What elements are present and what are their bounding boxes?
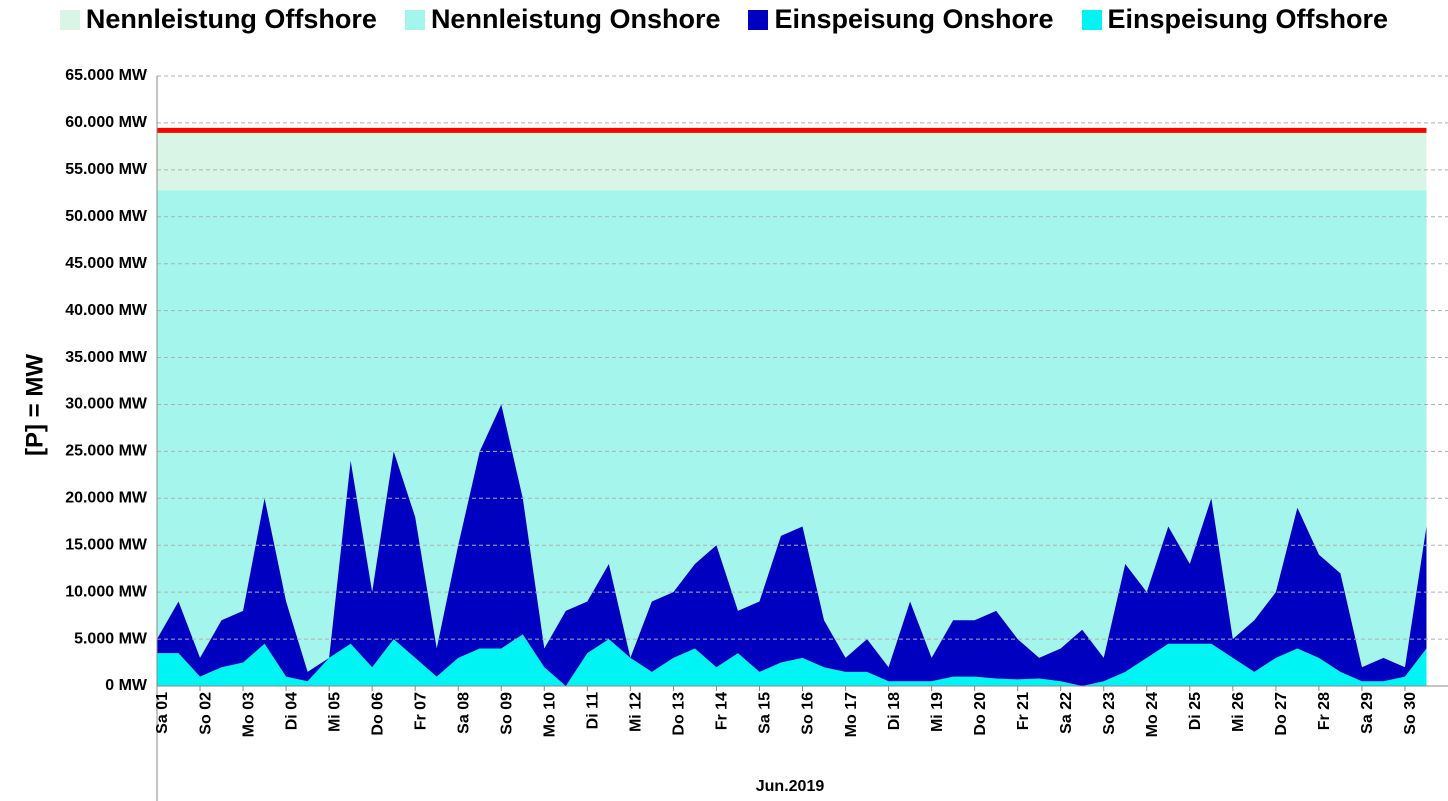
legend: Nennleistung Offshore Nennleistung Onshor… xyxy=(0,4,1448,35)
y-tick-label: 40.000 MW xyxy=(65,302,148,319)
legend-label: Nennleistung Onshore xyxy=(430,4,721,34)
x-tick-label: Di 18 xyxy=(886,692,903,730)
legend-label: Einspeisung Onshore xyxy=(774,4,1054,34)
x-tick-label: So 09 xyxy=(498,692,515,735)
y-tick-label: 55.000 MW xyxy=(65,161,148,178)
x-tick-label: Mo 17 xyxy=(843,692,860,737)
legend-item: Nennleistung Onshore xyxy=(404,4,721,35)
y-tick-label: 50.000 MW xyxy=(65,208,148,225)
y-tick-label: 15.000 MW xyxy=(65,536,148,553)
y-tick-label: 25.000 MW xyxy=(65,443,148,460)
x-tick-label: Mo 24 xyxy=(1144,692,1161,737)
x-tick-label: Mo 03 xyxy=(240,692,257,737)
x-tick-label: Fr 07 xyxy=(412,692,429,730)
y-tick-label: 5.000 MW xyxy=(74,630,148,647)
x-tick-label: Sa 08 xyxy=(455,692,472,734)
y-tick-label: 45.000 MW xyxy=(65,255,148,272)
x-tick-label: So 02 xyxy=(197,692,214,735)
x-tick-label: Di 25 xyxy=(1187,692,1204,730)
x-tick-label: Do 13 xyxy=(671,692,688,736)
x-tick-label: Do 20 xyxy=(972,692,989,736)
legend-swatch xyxy=(748,9,769,30)
x-tick-label: So 23 xyxy=(1101,692,1118,735)
y-tick-label: 20.000 MW xyxy=(65,490,148,507)
y-tick-label: 30.000 MW xyxy=(65,396,148,413)
x-tick-label: Do 06 xyxy=(369,692,386,736)
x-tick-label: So 16 xyxy=(800,692,817,735)
area xyxy=(157,634,1427,686)
x-tick-label: Mi 19 xyxy=(929,692,946,732)
legend-swatch xyxy=(1081,9,1102,30)
legend-label: Einspeisung Offshore xyxy=(1107,4,1389,34)
x-tick-label: Do 27 xyxy=(1273,692,1290,736)
x-tick-label: Mo 10 xyxy=(542,692,559,737)
x-tick-label: Sa 01 xyxy=(154,692,171,734)
x-tick-label: So 30 xyxy=(1402,692,1419,735)
legend-swatch xyxy=(59,9,80,30)
y-tick-label: 65.000 MW xyxy=(65,67,148,84)
y-axis-title: [P] = MW xyxy=(21,354,48,456)
y-tick-label: 35.000 MW xyxy=(65,349,148,366)
x-tick-label: Sa 22 xyxy=(1058,692,1075,734)
legend-item: Einspeisung Offshore xyxy=(1081,4,1389,35)
x-tick-label: Sa 29 xyxy=(1359,692,1376,734)
x-tick-label: Fr 28 xyxy=(1316,692,1333,730)
x-tick-label: Fr 21 xyxy=(1015,692,1032,730)
legend-item: Nennleistung Offshore xyxy=(59,4,377,35)
x-tick-label: Di 11 xyxy=(585,692,602,729)
legend-item: Einspeisung Onshore xyxy=(748,4,1054,35)
y-tick-label: 0 MW xyxy=(105,677,148,694)
x-tick-label: Sa 15 xyxy=(757,692,774,734)
x-tick-label: Di 04 xyxy=(283,692,300,730)
legend-label: Nennleistung Offshore xyxy=(85,4,377,34)
y-tick-label: 10.000 MW xyxy=(65,583,148,600)
area xyxy=(157,130,1427,191)
x-tick-label: Fr 14 xyxy=(714,692,731,730)
x-tick-label: Mi 12 xyxy=(628,692,645,732)
x-axis-title: Jun.2019 xyxy=(756,778,825,795)
area xyxy=(157,404,1427,686)
y-tick-label: 60.000 MW xyxy=(65,114,148,131)
legend-swatch xyxy=(404,9,425,30)
x-tick-label: Mi 26 xyxy=(1230,692,1247,732)
x-tick-label: Mi 05 xyxy=(326,692,343,732)
